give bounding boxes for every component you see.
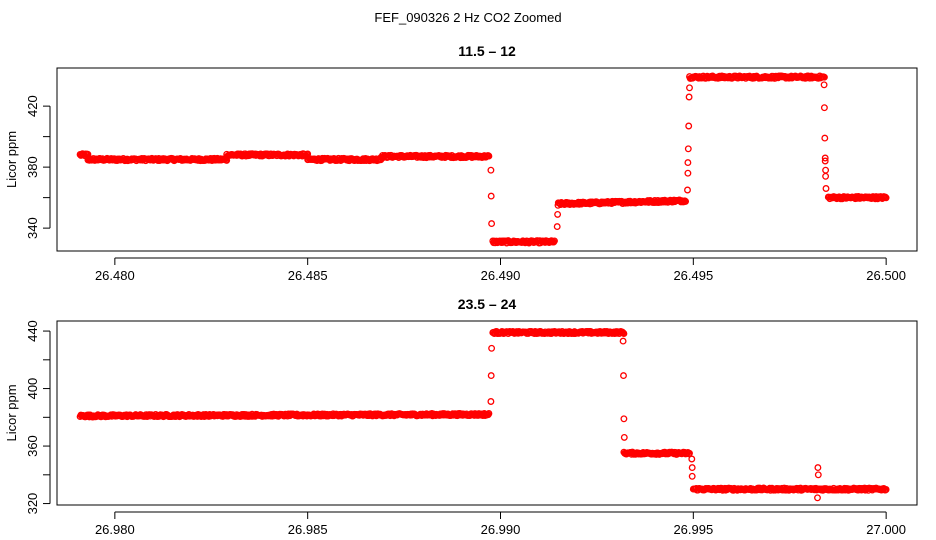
data-point xyxy=(822,172,830,180)
x-tick-label: 26.485 xyxy=(288,268,328,283)
panel-top: 11.5 – 12 26.480 26.485 26.490 26.495 26.500 3… xyxy=(4,43,918,283)
y-tick-label: 320 xyxy=(25,493,40,515)
data-points xyxy=(76,72,890,247)
data-point xyxy=(685,122,693,130)
data-point xyxy=(487,166,495,174)
x-tick-label: 26.985 xyxy=(288,522,328,537)
x-tick-label: 26.480 xyxy=(95,268,135,283)
x-tick-label: 26.990 xyxy=(481,522,521,537)
data-point xyxy=(684,169,692,177)
data-point xyxy=(485,152,493,160)
data-point xyxy=(619,329,627,337)
data-point xyxy=(488,344,496,352)
data-point xyxy=(882,486,890,493)
data-point xyxy=(821,154,829,162)
data-point xyxy=(488,220,496,228)
x-tick-label: 26.995 xyxy=(673,522,713,537)
x-tick-label: 26.490 xyxy=(481,268,521,283)
data-point xyxy=(685,93,693,101)
data-point xyxy=(814,471,822,479)
data-point xyxy=(820,81,828,89)
y-tick-label: 400 xyxy=(25,378,40,400)
panel-title: 11.5 – 12 xyxy=(458,43,516,59)
data-point xyxy=(620,433,628,441)
data-point xyxy=(821,157,829,165)
data-point xyxy=(686,449,693,457)
y-tick-label: 360 xyxy=(25,435,40,457)
plot-frame xyxy=(56,320,918,506)
data-point xyxy=(684,186,691,194)
data-point xyxy=(814,464,822,472)
data-point xyxy=(820,104,828,112)
y-axis-label: Licor ppm xyxy=(4,131,19,188)
data-point xyxy=(487,372,495,380)
y-axis-label: Licor ppm xyxy=(4,384,19,441)
data-point xyxy=(620,415,628,423)
y-tick-label: 340 xyxy=(25,217,40,239)
data-point xyxy=(551,237,558,245)
data-point xyxy=(821,134,829,142)
data-point xyxy=(686,84,693,92)
panel-title: 23.5 – 24 xyxy=(458,296,517,312)
data-point xyxy=(682,197,690,205)
plot-frame xyxy=(56,67,918,252)
data-point xyxy=(487,192,495,200)
data-point xyxy=(620,330,628,338)
x-tick-label: 26.495 xyxy=(673,268,713,283)
data-point xyxy=(814,494,821,502)
data-point xyxy=(820,73,828,81)
data-point xyxy=(684,159,692,167)
data-point xyxy=(485,410,493,417)
x-tick-label: 26.980 xyxy=(95,522,135,537)
data-point xyxy=(487,398,495,405)
data-point xyxy=(822,185,830,192)
figure-title: FEF_090326 2 Hz CO2 Zoomed xyxy=(374,10,561,25)
y-tick-label: 420 xyxy=(25,95,40,117)
data-point xyxy=(882,194,890,202)
x-tick-label: 27.000 xyxy=(866,522,906,537)
y-tick-label: 440 xyxy=(25,320,40,342)
x-tick-label: 26.500 xyxy=(866,268,906,283)
data-point xyxy=(619,337,627,345)
data-point xyxy=(688,464,696,472)
data-point xyxy=(684,145,692,153)
data-point xyxy=(553,223,561,231)
data-point xyxy=(620,372,627,380)
data-point xyxy=(554,201,562,209)
data-point xyxy=(822,166,830,174)
data-point xyxy=(688,455,696,463)
y-tick-label: 380 xyxy=(25,156,40,178)
data-points xyxy=(76,327,890,502)
panel-bottom: 23.5 – 24 26.980 26.985 26.990 26.995 27.000 3… xyxy=(4,296,918,537)
data-point xyxy=(688,472,696,480)
data-point xyxy=(554,210,562,218)
